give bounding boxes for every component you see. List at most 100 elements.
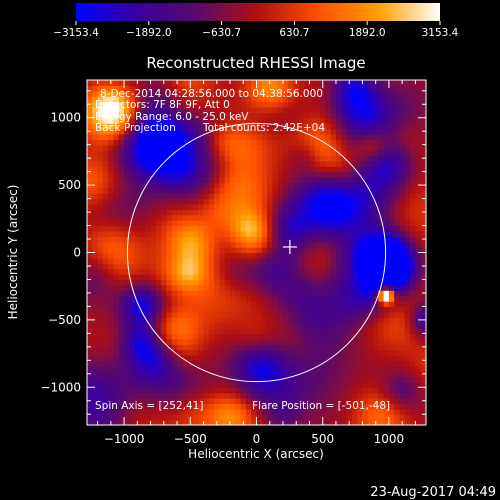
heatmap-cell [256,230,263,237]
heatmap-cell [388,274,395,281]
heatmap-cell [378,252,385,259]
heatmap-cell [129,247,136,254]
heatmap-cell [362,187,369,194]
heatmap-cell [256,198,263,205]
heatmap-cell [256,311,263,318]
heatmap-cell [102,160,109,167]
heatmap-cell [298,236,305,243]
heatmap-cell [357,371,364,378]
heatmap-cell [155,220,162,227]
heatmap-cell [129,241,136,248]
heatmap-cell [208,203,215,210]
heatmap-cell [383,198,390,205]
heatmap-cell [261,198,268,205]
heatmap-cell [277,101,284,108]
heatmap-cell [330,241,337,248]
heatmap-cell [208,414,215,421]
heatmap-cell [277,193,284,200]
heatmap-cell [245,177,252,184]
heatmap-cell [309,247,316,254]
heatmap-cell [420,274,426,281]
heatmap-cell [161,177,168,184]
heatmap-cell [192,376,199,383]
heatmap-cell [145,306,152,313]
heatmap-cell [346,252,353,259]
heatmap-cell [124,295,130,302]
heatmap-cell [357,338,364,345]
heatmap-cell [161,198,168,205]
heatmap-cell [118,279,125,286]
heatmap-cell [187,106,194,113]
heatmap-cell [293,408,300,415]
heatmap-cell [314,128,321,135]
heatmap-cell [272,166,279,173]
heatmap-cell [182,349,189,356]
heatmap-cell [383,381,390,388]
heatmap-cell [394,166,401,173]
heatmap-cell [383,376,390,383]
heatmap-cell [298,365,305,372]
heatmap-cell [235,371,242,378]
heatmap-cell [251,209,258,216]
heatmap-cell [357,322,364,329]
heatmap-cell [240,349,247,356]
heatmap-cell [362,133,369,140]
heatmap-cell [394,139,401,146]
heatmap-cell [325,155,332,162]
heatmap-cell [277,112,284,119]
heatmap-cell [351,80,358,86]
heatmap-cell [410,268,417,275]
heatmap-cell [415,106,422,113]
heatmap-cell [208,338,215,345]
heatmap-cell [373,133,379,140]
heatmap-cell [219,139,226,146]
heatmap-cell [108,322,115,329]
heatmap-cell [139,403,146,410]
heatmap-cell [245,317,252,324]
heatmap-cell [155,290,162,297]
heatmap-cell [346,408,353,415]
heatmap-cell [288,112,295,119]
heatmap-cell [113,408,120,415]
heatmap-cell [388,392,395,399]
heatmap-cell [330,166,337,173]
heatmap-cell [219,290,226,297]
heatmap-cell [298,398,305,405]
heatmap-cell [113,381,120,388]
heatmap-cell [235,171,242,178]
heatmap-cell [203,279,210,286]
heatmap-cell [150,139,157,146]
heatmap-cell [314,252,321,259]
heatmap-cell [198,155,205,162]
heatmap-cell [171,101,178,108]
heatmap-cell [267,392,273,399]
heatmap-cell [245,419,252,425]
heatmap-cell [298,247,305,254]
heatmap-cell [325,408,332,415]
heatmap-cell [203,193,210,200]
heatmap-cell [235,333,242,340]
heatmap-cell [129,133,136,140]
heatmap-cell [92,150,99,157]
heatmap-cell [304,220,311,227]
heatmap-cell [139,101,146,108]
heatmap-cell [325,257,332,264]
heatmap-cell [139,371,146,378]
heatmap-cell [108,376,115,383]
heatmap-cell [192,317,199,324]
heatmap-cell [346,133,353,140]
heatmap-cell [410,187,417,194]
heatmap-cell [335,128,342,135]
heatmap-cell [224,408,231,415]
heatmap-cell [330,263,337,270]
heatmap-cell [373,155,379,162]
heatmap-cell [182,284,189,291]
heatmap-cell [410,241,417,248]
heatmap-cell [261,182,268,189]
heatmap-cell [92,322,99,329]
heatmap-cell [362,317,369,324]
heatmap-cell [240,106,247,113]
heatmap-cell [293,90,300,97]
heatmap-cell [314,349,321,356]
heatmap-cell [150,403,157,410]
